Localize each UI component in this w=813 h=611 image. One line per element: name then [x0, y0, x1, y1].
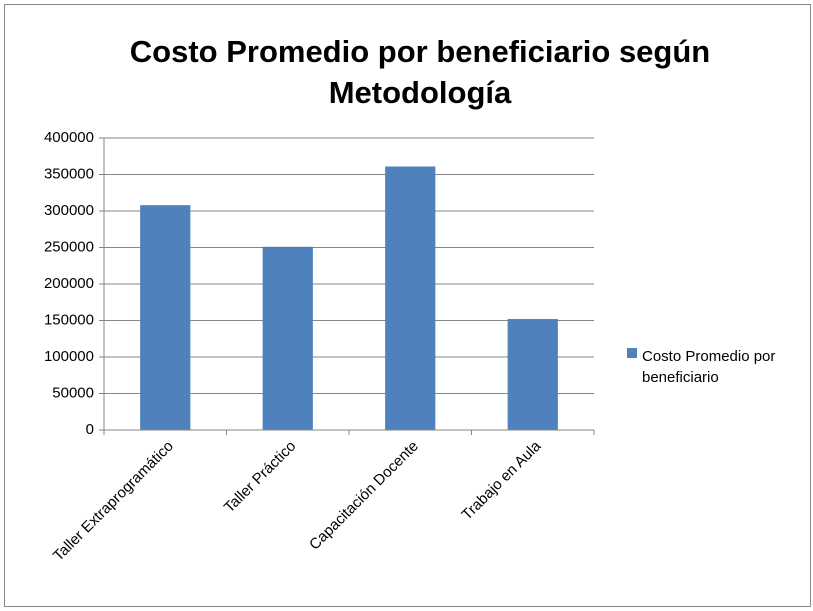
- y-tick-label: 200000: [44, 275, 94, 292]
- y-tick-label: 0: [86, 421, 94, 438]
- bar: [507, 319, 558, 430]
- y-tick-label: 400000: [44, 129, 94, 146]
- bar: [385, 166, 436, 430]
- y-tick-label: 350000: [44, 165, 94, 182]
- legend-label: Costo Promedio por beneficiario: [642, 348, 776, 386]
- y-tick-label: 150000: [44, 311, 94, 328]
- y-tick-label: 50000: [52, 384, 94, 401]
- legend-swatch: [627, 348, 637, 358]
- chart-title: Costo Promedio por beneficiario según Me…: [129, 34, 711, 110]
- bar: [262, 246, 313, 430]
- y-tick-label: 300000: [44, 202, 94, 219]
- bar: [140, 205, 191, 430]
- y-tick-label: 250000: [44, 238, 94, 255]
- y-tick-label: 100000: [44, 348, 94, 365]
